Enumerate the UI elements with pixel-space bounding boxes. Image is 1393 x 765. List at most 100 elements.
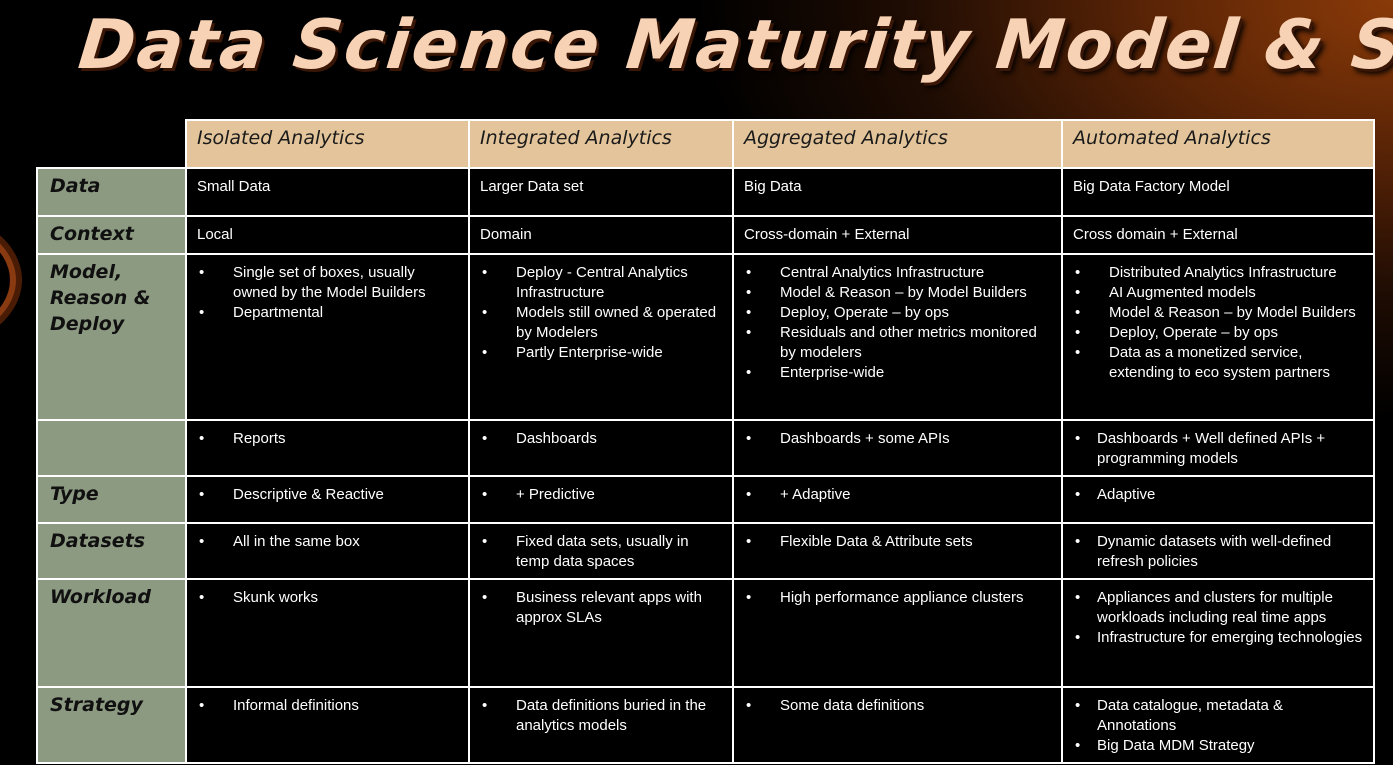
row-header-type: Type: [36, 475, 187, 524]
row-header-context: Context: [36, 215, 187, 255]
list-item: Dashboards + some APIs: [744, 429, 1053, 449]
bullet-list: Distributed Analytics Infrastructure AI …: [1073, 263, 1365, 383]
bullet-list: All in the same box: [197, 532, 460, 552]
bullet-list: Appliances and clusters for multiple wor…: [1073, 588, 1365, 648]
table-cell: All in the same box: [185, 522, 470, 580]
column-header-aggregated: Aggregated Analytics: [732, 119, 1063, 169]
list-item: Reports: [197, 429, 460, 449]
table-cell: Some data definitions: [732, 686, 1063, 764]
table-cell: Local: [185, 215, 470, 255]
bullet-list: Single set of boxes, usually owned by th…: [197, 263, 460, 323]
table-row: Workload Skunk works Business relevant a…: [36, 578, 1375, 688]
bullet-list: Business relevant apps with approx SLAs: [480, 588, 724, 628]
table-cell: Cross domain + External: [1061, 215, 1375, 255]
list-item: Enterprise-wide: [744, 363, 1053, 383]
list-item: Residuals and other metrics monitored by…: [744, 323, 1053, 363]
list-item: Skunk works: [197, 588, 460, 608]
table-cell: Dynamic datasets with well-defined refre…: [1061, 522, 1375, 580]
list-item: Departmental: [197, 303, 460, 323]
cell-text: Local: [197, 226, 233, 243]
bullet-list: Dashboards + Well defined APIs + program…: [1073, 429, 1365, 469]
table-row: Strategy Informal definitions Data defin…: [36, 686, 1375, 764]
corner-cell: [37, 120, 186, 169]
table-row: Data Small Data Larger Data set Big Data…: [36, 167, 1375, 217]
table-cell: Cross-domain + External: [732, 215, 1063, 255]
table-cell: Central Analytics Infrastructure Model &…: [732, 253, 1063, 421]
table-row: Model, Reason & Deploy Single set of box…: [36, 253, 1375, 421]
list-item: AI Augmented models: [1073, 283, 1365, 303]
list-item: Model & Reason – by Model Builders: [1073, 303, 1365, 323]
cell-text: Big Data Factory Model: [1073, 178, 1230, 195]
cell-text: Big Data: [744, 178, 802, 195]
table-cell: Single set of boxes, usually owned by th…: [185, 253, 470, 421]
bullet-list: High performance appliance clusters: [744, 588, 1053, 608]
list-item: Appliances and clusters for multiple wor…: [1073, 588, 1365, 628]
row-header-datasets: Datasets: [36, 522, 187, 580]
table-cell: Distributed Analytics Infrastructure AI …: [1061, 253, 1375, 421]
cell-text: Larger Data set: [480, 178, 584, 195]
table-cell: Deploy - Central Analytics Infrastructur…: [468, 253, 734, 421]
list-item: Partly Enterprise-wide: [480, 343, 724, 363]
cell-text: Small Data: [197, 178, 271, 195]
list-item: Business relevant apps with approx SLAs: [480, 588, 724, 628]
bullet-list: Dashboards: [480, 429, 724, 449]
list-item: Single set of boxes, usually owned by th…: [197, 263, 460, 303]
cell-text: Cross-domain + External: [744, 226, 910, 243]
list-item: Data definitions buried in the analytics…: [480, 696, 724, 736]
table-cell: + Adaptive: [732, 475, 1063, 524]
table-cell: Skunk works: [185, 578, 470, 688]
table-cell: Fixed data sets, usually in temp data sp…: [468, 522, 734, 580]
decorative-arc: [0, 220, 10, 340]
list-item: Dashboards: [480, 429, 724, 449]
list-item: Fixed data sets, usually in temp data sp…: [480, 532, 724, 572]
bullet-list: Skunk works: [197, 588, 460, 608]
row-header-blank: [36, 419, 187, 477]
list-item: Flexible Data & Attribute sets: [744, 532, 1053, 552]
table-cell: Business relevant apps with approx SLAs: [468, 578, 734, 688]
bullet-list: + Adaptive: [744, 485, 1053, 505]
bullet-list: Adaptive: [1073, 485, 1365, 505]
table-cell: Small Data: [185, 167, 470, 217]
list-item: High performance appliance clusters: [744, 588, 1053, 608]
table-cell: Adaptive: [1061, 475, 1375, 524]
table-cell: Reports: [185, 419, 470, 477]
table-row: Datasets All in the same box Fixed data …: [36, 522, 1375, 580]
list-item: Adaptive: [1073, 485, 1365, 505]
table-cell: Data definitions buried in the analytics…: [468, 686, 734, 764]
list-item: Infrastructure for emerging technologies: [1073, 628, 1365, 648]
list-item: Deploy - Central Analytics Infrastructur…: [480, 263, 724, 303]
bullet-list: Fixed data sets, usually in temp data sp…: [480, 532, 724, 572]
list-item: Data as a monetized service, extending t…: [1073, 343, 1365, 383]
table-cell: Informal definitions: [185, 686, 470, 764]
row-header-data: Data: [36, 167, 187, 217]
table-cell: Dashboards + some APIs: [732, 419, 1063, 477]
bullet-list: Deploy - Central Analytics Infrastructur…: [480, 263, 724, 363]
cell-text: Cross domain + External: [1073, 226, 1238, 243]
list-item: Distributed Analytics Infrastructure: [1073, 263, 1365, 283]
bullet-list: Reports: [197, 429, 460, 449]
list-item: Model & Reason – by Model Builders: [744, 283, 1053, 303]
list-item: Big Data MDM Strategy: [1073, 736, 1365, 756]
bullet-list: Dashboards + some APIs: [744, 429, 1053, 449]
table-cell: Descriptive & Reactive: [185, 475, 470, 524]
table-cell: Flexible Data & Attribute sets: [732, 522, 1063, 580]
bullet-list: Data catalogue, metadata & Annotations B…: [1073, 696, 1365, 756]
bullet-list: Flexible Data & Attribute sets: [744, 532, 1053, 552]
maturity-table: Isolated Analytics Integrated Analytics …: [36, 119, 1375, 764]
bullet-list: Informal definitions: [197, 696, 460, 716]
list-item: Informal definitions: [197, 696, 460, 716]
list-item: Data catalogue, metadata & Annotations: [1073, 696, 1365, 736]
table-cell: + Predictive: [468, 475, 734, 524]
column-header-isolated: Isolated Analytics: [185, 119, 470, 169]
list-item: Dashboards + Well defined APIs + program…: [1073, 429, 1365, 469]
table-row: Context Local Domain Cross-domain + Exte…: [36, 215, 1375, 255]
column-header-integrated: Integrated Analytics: [468, 119, 734, 169]
bullet-list: Data definitions buried in the analytics…: [480, 696, 724, 736]
list-item: Central Analytics Infrastructure: [744, 263, 1053, 283]
table-cell: Dashboards: [468, 419, 734, 477]
list-item: All in the same box: [197, 532, 460, 552]
table-cell: Larger Data set: [468, 167, 734, 217]
column-header-automated: Automated Analytics: [1061, 119, 1375, 169]
row-header-strategy: Strategy: [36, 686, 187, 764]
row-header-workload: Workload: [36, 578, 187, 688]
